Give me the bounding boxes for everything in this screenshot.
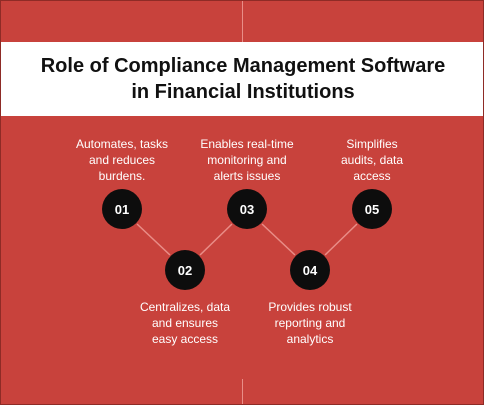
bottom-divider-line (242, 379, 243, 404)
title-band: Role of Compliance Management Software i… (1, 42, 483, 116)
connector-04-05 (324, 223, 358, 256)
step-05-description: Simplifies audits, data access (340, 137, 404, 183)
step-05-node: 05 (352, 189, 392, 229)
step-02-description: Centralizes, data and ensures easy acces… (139, 300, 231, 346)
connector-01-02 (136, 223, 171, 256)
connector-03-04 (261, 223, 296, 256)
step-02-node: 02 (165, 250, 205, 290)
connector-02-03 (199, 223, 233, 256)
step-01-description: Automates, tasks and reduces burdens. (75, 137, 169, 183)
step-03-description: Enables real-time monitoring and alerts … (200, 137, 294, 183)
top-divider-line (242, 1, 243, 42)
step-04-node: 04 (290, 250, 330, 290)
title-line-2: in Financial Institutions (131, 81, 355, 103)
title-line-1: Role of Compliance Management Software (40, 55, 446, 77)
step-01-node: 01 (102, 189, 142, 229)
step-03-node: 03 (227, 189, 267, 229)
step-04-description: Provides robust reporting and analytics (268, 300, 352, 346)
